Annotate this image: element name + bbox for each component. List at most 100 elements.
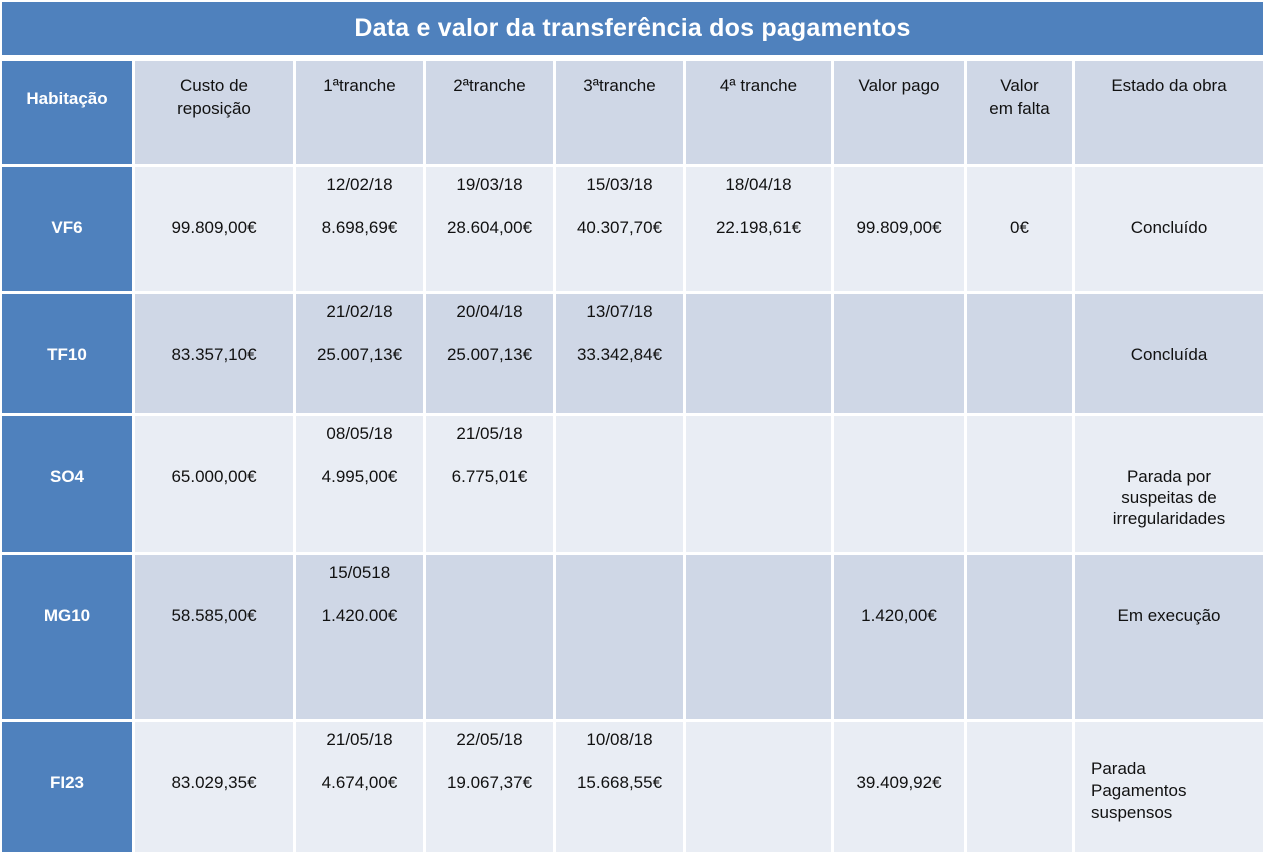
- cell-mg10-estado: Em execução: [1075, 555, 1263, 719]
- date-text: 20/04/18: [456, 302, 523, 321]
- cell-mg10-custo: 58.585,00€: [135, 555, 293, 719]
- cell-fi23-valor-em-falta: [967, 722, 1072, 852]
- cell-fi23-valor-pago: 39.409,92€: [834, 722, 964, 852]
- payments-table: Habitação Custo de reposição 1ªtranche 2…: [2, 61, 1263, 852]
- date-text: 10/08/18: [586, 730, 653, 749]
- value-text: 83.029,35€: [171, 773, 257, 792]
- value-text: 58.585,00€: [171, 606, 257, 625]
- cell-so4-estado: Parada por suspeitas de irregularidades: [1075, 416, 1263, 552]
- column-header-label: Habitação: [26, 89, 108, 108]
- cell-fi23-tranche2: 22/05/18 19.067,37€: [426, 722, 553, 852]
- cell-mg10-tranche3: [556, 555, 683, 719]
- column-header-label: 2ªtranche: [453, 76, 526, 95]
- value-text: 39.409,92€: [856, 773, 942, 792]
- cell-mg10-tranche1: 15/0518 1.420.00€: [296, 555, 423, 719]
- column-header-tranche4: 4ª tranche: [686, 61, 831, 164]
- value-text: 99.809,00€: [171, 218, 257, 237]
- cell-so4-valor-pago: [834, 416, 964, 552]
- cell-vf6-valor-pago: 99.809,00€: [834, 167, 964, 291]
- column-header-label: Valor em falta: [989, 76, 1050, 118]
- cell-fi23-tranche4: [686, 722, 831, 852]
- row-label-text: MG10: [43, 606, 91, 625]
- cell-mg10-valor-pago: 1.420,00€: [834, 555, 964, 719]
- row-label-tf10: TF10: [2, 294, 132, 413]
- cell-vf6-tranche3: 15/03/18 40.307,70€: [556, 167, 683, 291]
- cell-tf10-estado: Concluída: [1075, 294, 1263, 413]
- date-text: 08/05/18: [326, 424, 393, 443]
- column-header-valor-em-falta: Valor em falta: [967, 61, 1072, 164]
- cell-vf6-tranche4: 18/04/18 22.198,61€: [686, 167, 831, 291]
- date-text: 15/03/18: [586, 175, 653, 194]
- value-text: 25.007,13€: [316, 345, 403, 364]
- cell-so4-tranche1: 08/05/18 4.995,00€: [296, 416, 423, 552]
- column-header-label: Custo de reposição: [177, 76, 251, 118]
- cell-so4-tranche3: [556, 416, 683, 552]
- date-text: 22/05/18: [456, 730, 523, 749]
- row-label-vf6: VF6: [2, 167, 132, 291]
- date-text: 21/05/18: [326, 730, 393, 749]
- cell-so4-tranche4: [686, 416, 831, 552]
- date-text: 12/02/18: [326, 175, 393, 194]
- column-header-label: Valor pago: [858, 76, 940, 95]
- cell-vf6-estado: Concluído: [1075, 167, 1263, 291]
- cell-so4-valor-em-falta: [967, 416, 1072, 552]
- row-label-text: SO4: [49, 467, 85, 486]
- column-header-tranche1: 1ªtranche: [296, 61, 423, 164]
- value-text: 6.775,01€: [451, 467, 528, 486]
- row-label-text: VF6: [51, 218, 83, 237]
- value-text: 83.357,10€: [171, 345, 257, 364]
- value-text: 25.007,13€: [446, 345, 533, 364]
- cell-so4-tranche2: 21/05/18 6.775,01€: [426, 416, 553, 552]
- value-text: 8.698,69€: [321, 218, 398, 237]
- value-text: 0€: [1010, 218, 1029, 237]
- table-title-bar: Data e valor da transferência dos pagame…: [2, 2, 1263, 55]
- value-text: 28.604,00€: [446, 218, 533, 237]
- cell-fi23-estado: Parada Pagamentos suspensos: [1075, 722, 1263, 852]
- cell-tf10-valor-pago: [834, 294, 964, 413]
- cell-tf10-valor-em-falta: [967, 294, 1072, 413]
- cell-tf10-tranche1: 21/02/18 25.007,13€: [296, 294, 423, 413]
- row-label-fi23: FI23: [2, 722, 132, 852]
- cell-mg10-tranche2: [426, 555, 553, 719]
- cell-vf6-custo: 99.809,00€: [135, 167, 293, 291]
- status-text: Parada por suspeitas de irregularidades: [1112, 467, 1226, 528]
- cell-so4-custo: 65.000,00€: [135, 416, 293, 552]
- date-text: 21/05/18: [456, 424, 523, 443]
- cell-mg10-tranche4: [686, 555, 831, 719]
- column-header-tranche2: 2ªtranche: [426, 61, 553, 164]
- cell-vf6-tranche2: 19/03/18 28.604,00€: [426, 167, 553, 291]
- column-header-habitacao: Habitação: [2, 61, 132, 164]
- value-text: 4.995,00€: [321, 467, 398, 486]
- column-header-label: 1ªtranche: [323, 76, 396, 95]
- row-label-mg10: MG10: [2, 555, 132, 719]
- value-text: 15.668,55€: [576, 773, 663, 792]
- column-header-tranche3: 3ªtranche: [556, 61, 683, 164]
- value-text: 4.674,00€: [321, 773, 398, 792]
- cell-mg10-valor-em-falta: [967, 555, 1072, 719]
- date-text: 18/04/18: [725, 175, 792, 194]
- cell-fi23-tranche3: 10/08/18 15.668,55€: [556, 722, 683, 852]
- date-text: 19/03/18: [456, 175, 523, 194]
- column-header-custo-reposicao: Custo de reposição: [135, 61, 293, 164]
- status-text: Concluído: [1130, 218, 1208, 237]
- cell-vf6-valor-em-falta: 0€: [967, 167, 1072, 291]
- cell-tf10-tranche4: [686, 294, 831, 413]
- value-text: 33.342,84€: [576, 345, 663, 364]
- value-text: 1.420.00€: [321, 606, 398, 625]
- column-header-label: 3ªtranche: [583, 76, 656, 95]
- value-text: 99.809,00€: [856, 218, 942, 237]
- cell-fi23-custo: 83.029,35€: [135, 722, 293, 852]
- table-title: Data e valor da transferência dos pagame…: [354, 14, 911, 42]
- value-text: 22.198,61€: [715, 218, 802, 237]
- cell-tf10-tranche3: 13/07/18 33.342,84€: [556, 294, 683, 413]
- date-text: 15/0518: [328, 563, 391, 582]
- value-text: 65.000,00€: [171, 467, 257, 486]
- column-header-valor-pago: Valor pago: [834, 61, 964, 164]
- row-label-text: FI23: [49, 773, 85, 792]
- column-header-label: Estado da obra: [1111, 76, 1227, 95]
- value-text: 19.067,37€: [446, 773, 533, 792]
- row-label-text: TF10: [47, 345, 87, 364]
- status-text: Em execução: [1117, 606, 1221, 625]
- value-text: 40.307,70€: [576, 218, 663, 237]
